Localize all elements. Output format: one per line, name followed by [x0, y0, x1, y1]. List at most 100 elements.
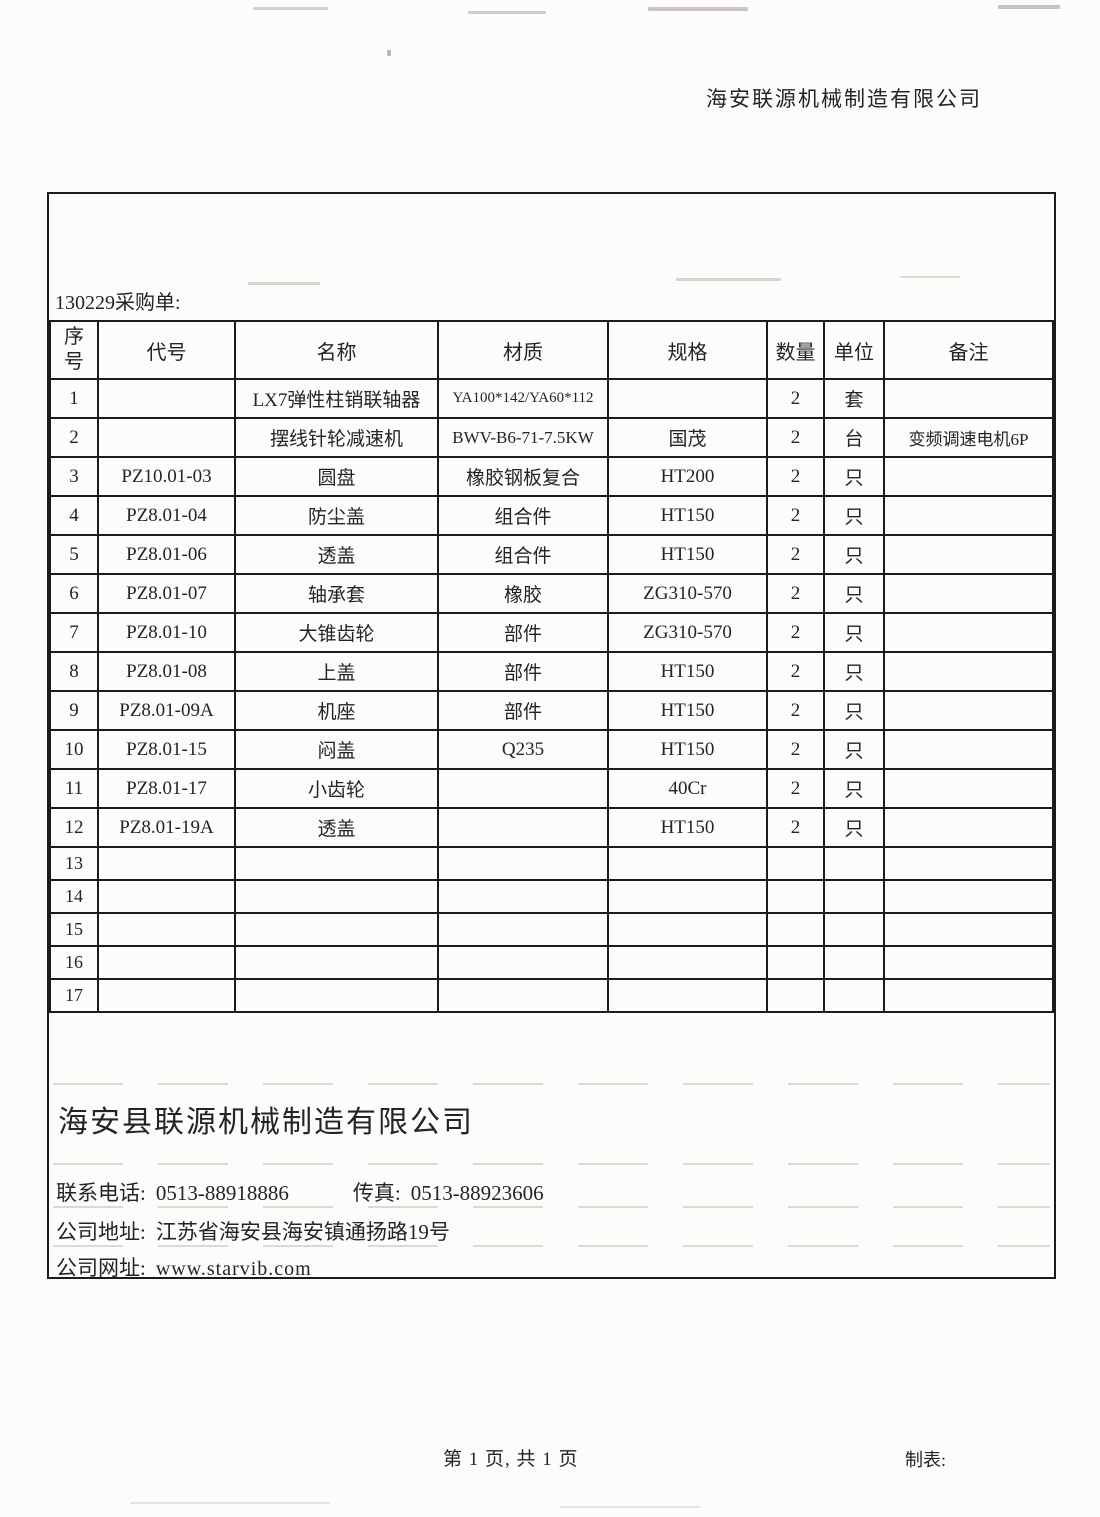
cell-material: 部件: [437, 612, 609, 653]
table-row: 3 PZ10.01-03 圆盘 橡胶钢板复合 HT200 2 只: [49, 456, 1054, 497]
cell-qty: 2: [766, 729, 825, 770]
scan-artifact: [648, 7, 748, 11]
purchase-order-table: 序号 代号 名称 材质 规格 数量 单位 备注 1 LX7弹性柱销联轴器 YA100*142/YA…: [49, 320, 1054, 1013]
cell-material: [437, 768, 609, 809]
cell-material: [437, 978, 609, 1013]
cell-material: 橡胶: [437, 573, 609, 614]
cell-code: [97, 879, 236, 914]
column-header: 规格: [607, 320, 768, 380]
cell-qty: 2: [766, 807, 825, 848]
table-row: 14: [49, 879, 1054, 914]
scan-artifact: [130, 1502, 330, 1504]
scan-artifact: [560, 1506, 700, 1508]
cell-spec: HT150: [607, 729, 768, 770]
table-row: 9 PZ8.01-09A 机座 部件 HT150 2 只: [49, 690, 1054, 731]
cell-unit: 只: [823, 534, 885, 575]
cell-spec: [607, 945, 768, 980]
cell-material: [437, 846, 609, 881]
column-header: 名称: [234, 320, 439, 380]
cell-name: 大锥齿轮: [234, 612, 439, 653]
cell-unit: 只: [823, 612, 885, 653]
cell-material: [437, 945, 609, 980]
cell-qty: [766, 978, 825, 1013]
fax-label: 传真:: [352, 1181, 401, 1205]
faint-separator: [53, 1083, 1050, 1085]
cell-unit: 只: [823, 573, 885, 614]
cell-name: [234, 912, 439, 947]
cell-unit: 台: [823, 417, 885, 458]
cell-no: 15: [49, 912, 99, 947]
scan-artifact: [900, 276, 960, 278]
cell-note: [883, 912, 1054, 947]
cell-code: PZ8.01-10: [97, 612, 236, 653]
cell-unit: [823, 945, 885, 980]
phone-number: 0513-88918886: [155, 1181, 289, 1205]
scan-artifact: [387, 50, 391, 56]
cell-name: LX7弹性柱销联轴器: [234, 378, 439, 419]
cell-qty: 2: [766, 768, 825, 809]
cell-code: PZ8.01-15: [97, 729, 236, 770]
cell-spec: [607, 846, 768, 881]
table-row: 1 LX7弹性柱销联轴器 YA100*142/YA60*112 2 套: [49, 378, 1054, 419]
address-value: 江苏省海安县海安镇通扬路19号: [155, 1220, 450, 1244]
cell-unit: [823, 879, 885, 914]
cell-material: 橡胶钢板复合: [437, 456, 609, 497]
cell-name: 防尘盖: [234, 495, 439, 536]
cell-note: [883, 612, 1054, 653]
scan-artifact: [248, 282, 320, 285]
cell-qty: 2: [766, 534, 825, 575]
faint-separator: [53, 1206, 1050, 1208]
cell-name: 透盖: [234, 534, 439, 575]
cell-qty: 2: [766, 378, 825, 419]
order-title-area: 130229采购单:: [49, 194, 1054, 320]
cell-material: Q235: [437, 729, 609, 770]
cell-spec: HT150: [607, 807, 768, 848]
cell-code: [97, 945, 236, 980]
cell-qty: 2: [766, 612, 825, 653]
cell-material: BWV-B6-71-7.5KW: [437, 417, 609, 458]
cell-spec: HT150: [607, 651, 768, 692]
cell-note: [883, 846, 1054, 881]
cell-spec: [607, 912, 768, 947]
cell-name: 上盖: [234, 651, 439, 692]
cell-no: 4: [49, 495, 99, 536]
scan-artifact: [998, 5, 1060, 9]
cell-note: [883, 573, 1054, 614]
scan-artifact: [676, 278, 781, 281]
table-row: 2 摆线针轮减速机 BWV-B6-71-7.5KW 国茂 2 台变频调速电机6P: [49, 417, 1054, 458]
fax-number: 0513-88923606: [410, 1181, 544, 1205]
cell-qty: [766, 945, 825, 980]
cell-no: 11: [49, 768, 99, 809]
cell-unit: 只: [823, 807, 885, 848]
cell-qty: 2: [766, 690, 825, 731]
cell-no: 9: [49, 690, 99, 731]
cell-unit: 只: [823, 729, 885, 770]
column-header: 代号: [97, 320, 236, 380]
table-row: 12 PZ8.01-19A 透盖 HT150 2 只: [49, 807, 1054, 848]
cell-material: [437, 879, 609, 914]
cell-material: [437, 807, 609, 848]
cell-unit: 套: [823, 378, 885, 419]
cell-no: 2: [49, 417, 99, 458]
website-value: www.starvib.com: [155, 1258, 312, 1280]
column-header: 材质: [437, 320, 609, 380]
cell-no: 16: [49, 945, 99, 980]
cell-code: PZ8.01-04: [97, 495, 236, 536]
cell-note: [883, 807, 1054, 848]
table-row: 6 PZ8.01-07 轴承套 橡胶 ZG310-570 2 只: [49, 573, 1054, 614]
cell-code: PZ8.01-07: [97, 573, 236, 614]
cell-no: 3: [49, 456, 99, 497]
order-number-label: 130229采购单:: [55, 292, 181, 314]
cell-note: [883, 378, 1054, 419]
table-row: 4 PZ8.01-04 防尘盖 组合件 HT150 2 只: [49, 495, 1054, 536]
cell-no: 7: [49, 612, 99, 653]
cell-unit: 只: [823, 456, 885, 497]
cell-material: 部件: [437, 651, 609, 692]
supplier-website-line: 公司网址: www.starvib.com: [56, 1252, 312, 1282]
cell-code: PZ8.01-19A: [97, 807, 236, 848]
cell-code: [97, 846, 236, 881]
table-row: 17: [49, 978, 1054, 1013]
cell-code: [97, 978, 236, 1013]
website-label: 公司网址:: [56, 1256, 146, 1280]
scan-artifact: [468, 11, 546, 14]
